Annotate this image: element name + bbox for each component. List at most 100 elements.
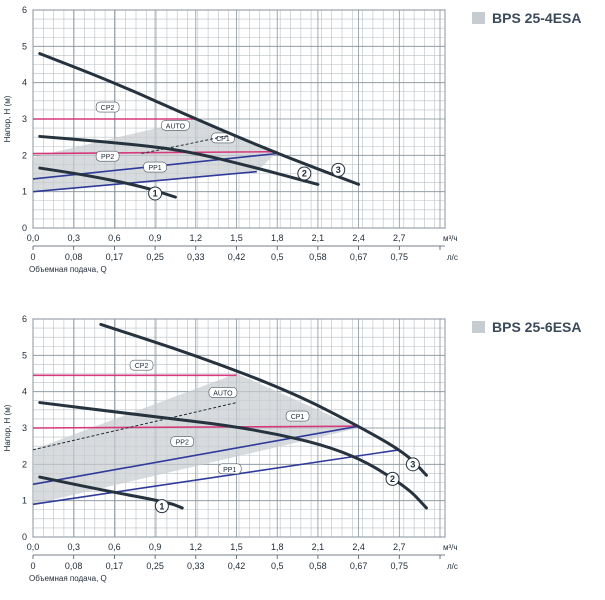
x-tick-label: 2,4 [352, 542, 365, 552]
x-tick-label: 2,7 [393, 233, 406, 243]
control-label-pp1: PP1 [148, 165, 161, 172]
y-tick-label: 4 [22, 78, 27, 88]
x-bottom-tick-label: 0,75 [391, 561, 409, 571]
y-tick-label: 3 [22, 423, 27, 433]
x-bottom-tick-label: 0,25 [146, 561, 164, 571]
curve-number-1: 1 [159, 501, 164, 511]
control-line-cp1 [32, 425, 359, 429]
x-axis-title: Объемная подача, Q [29, 265, 107, 274]
control-line-cp1 [32, 150, 278, 155]
control-label-box [285, 410, 310, 422]
title-swatch [472, 12, 485, 24]
curve-marker-2 [297, 166, 312, 181]
chart-title: BPS 25-4ESA [492, 10, 581, 26]
x-bottom-tick-label: 0,08 [65, 252, 83, 262]
x-tick-label: 1,8 [271, 233, 284, 243]
y-tick-label: 5 [22, 41, 27, 51]
operating-region [33, 373, 359, 505]
curve-marker-3 [331, 162, 346, 177]
x-unit-bottom: л/с [447, 562, 458, 571]
control-line-pp1 [32, 170, 257, 193]
x-bottom-tick-label: 0,58 [309, 561, 327, 571]
control-label-cp1: CP1 [216, 136, 230, 143]
x-tick-label: 1,5 [230, 233, 243, 243]
y-tick-label: 0 [22, 532, 27, 542]
chart-1: CP2 CP1 AUTO PP2 PP1 1 2 3 0 1 2 3 4 5 6 0,0 0,3 0,6 0,9 1,… [3, 5, 581, 274]
x-bottom-tick-label: 0,5 [271, 252, 284, 262]
chart-title: BPS 25-6ESA [492, 319, 581, 335]
x-tick-label: 2,4 [352, 233, 365, 243]
pump-curve-1 [38, 166, 177, 199]
x-bottom-tick-label: 0,08 [65, 561, 83, 571]
curve-number-2: 2 [390, 474, 395, 484]
control-label-pp2: PP2 [101, 154, 114, 161]
y-tick-label: 2 [22, 150, 27, 160]
control-label-box [95, 101, 120, 113]
x-bottom-tick-label: 0,67 [350, 561, 368, 571]
x-bottom-tick-label: 0,75 [391, 252, 409, 262]
x-unit-bottom: л/с [447, 253, 458, 262]
control-line-pp2 [32, 425, 359, 486]
curve-marker-1 [154, 499, 169, 514]
x-tick-label: 0,6 [108, 233, 121, 243]
x-tick-label: 2,7 [393, 542, 406, 552]
y-axis-title: Напор, Н (м) [3, 404, 12, 451]
title-swatch [472, 321, 485, 333]
y-tick-label: 6 [22, 314, 27, 324]
control-label-box [95, 150, 120, 162]
curve-marker-2 [385, 471, 400, 486]
x-tick-label: 0,9 [149, 542, 162, 552]
pump-curve-3 [38, 52, 361, 186]
control-line-pp1 [32, 449, 400, 506]
control-label-cp2: CP2 [135, 363, 149, 370]
x-tick-label: 0,9 [149, 233, 162, 243]
curve-marker-1 [148, 186, 163, 201]
x-tick-label: 1,2 [190, 233, 203, 243]
grid [32, 9, 446, 229]
curve-number-2: 2 [302, 169, 307, 179]
x-tick-label: 0,0 [27, 542, 40, 552]
curve-number-1: 1 [153, 189, 158, 199]
control-label-box [217, 463, 242, 475]
x-bottom-tick-label: 0,33 [187, 561, 205, 571]
x-unit-top: м³/ч [443, 234, 458, 243]
y-tick-label: 1 [22, 187, 27, 197]
x-bottom-tick-label: 0,17 [106, 561, 124, 571]
y-tick-label: 0 [22, 223, 27, 233]
chart-2: CP2 CP1 AUTO PP2 PP1 1 2 3 0 1 2 3 4 5 6 0,0 0,3 0,6 0,9 1,… [3, 314, 581, 583]
y-tick-label: 6 [22, 5, 27, 15]
control-label-box [161, 119, 190, 131]
control-label-box [170, 436, 195, 447]
x-unit-top: м³/ч [443, 543, 458, 552]
y-axis-title: Напор, Н (м) [3, 95, 12, 142]
pump-curve-2 [38, 134, 320, 186]
x-tick-label: 1,2 [190, 542, 203, 552]
x-bottom-tick-label: 0,67 [350, 252, 368, 262]
control-label-pp1: PP1 [223, 467, 236, 474]
x-bottom-tick-label: 0,42 [228, 561, 246, 571]
x-bottom-tick-label: 0,17 [106, 252, 124, 262]
control-label-cp2: CP2 [101, 105, 115, 112]
pump-curve-2 [38, 401, 428, 510]
y-tick-label: 4 [22, 387, 27, 397]
control-label-auto: AUTO [213, 390, 233, 397]
x-tick-label: 0,3 [67, 542, 80, 552]
x-bottom-tick-label: 0,25 [146, 252, 164, 262]
x-bottom-tick-label: 0 [30, 252, 35, 262]
x-tick-label: 2,1 [312, 233, 325, 243]
x-bottom-tick-label: 0,33 [187, 252, 205, 262]
control-label-box [211, 132, 235, 144]
y-tick-label: 5 [22, 350, 27, 360]
pump-curve-3 [99, 322, 428, 477]
control-label-auto: AUTO [166, 123, 186, 130]
control-label-cp1: CP1 [291, 414, 305, 421]
x-axis-title: Объемная подача, Q [29, 574, 107, 583]
control-label-box [143, 161, 167, 173]
y-tick-label: 2 [22, 459, 27, 469]
curve-marker-3 [405, 457, 420, 472]
x-tick-label: 0,3 [67, 233, 80, 243]
x-tick-label: 1,8 [271, 542, 284, 552]
x-bottom-tick-label: 0,5 [271, 561, 284, 571]
control-label-box [129, 359, 154, 371]
